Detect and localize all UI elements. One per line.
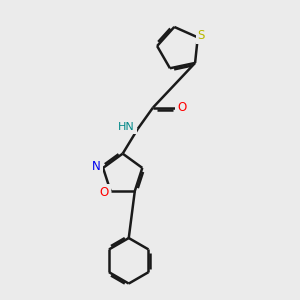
Text: N: N	[92, 160, 101, 173]
Text: HN: HN	[118, 122, 135, 132]
Text: O: O	[100, 186, 109, 199]
Text: S: S	[198, 29, 205, 42]
Text: O: O	[177, 101, 187, 114]
